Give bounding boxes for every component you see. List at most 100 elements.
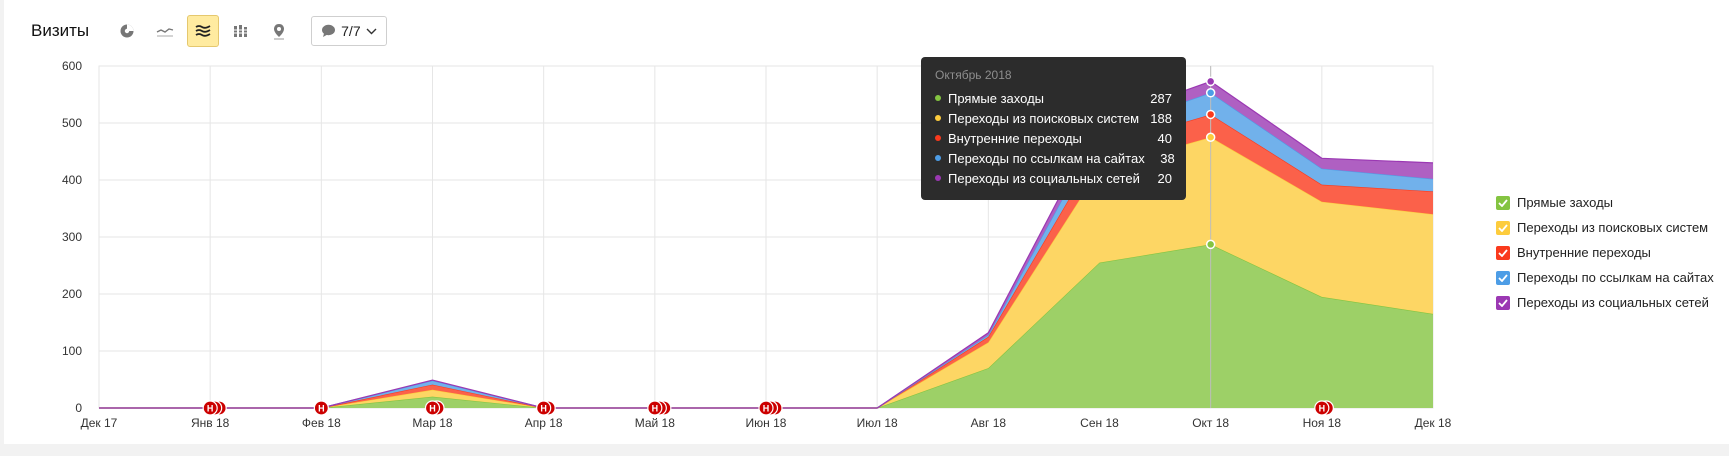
tooltip-row: Внутренние переходы 40 — [935, 128, 1172, 148]
map-button[interactable] — [263, 15, 295, 47]
x-tick-label: Фев 18 — [302, 416, 341, 430]
note-marker[interactable]: Н — [202, 400, 227, 416]
legend-label: Переходы из социальных сетей — [1517, 295, 1709, 310]
note-marker-label: Н — [429, 404, 436, 414]
legend-checkbox[interactable] — [1496, 295, 1510, 310]
legend-label: Прямые заходы — [1517, 195, 1614, 210]
note-marker[interactable]: Н — [647, 400, 672, 416]
checkmark-icon — [1498, 223, 1508, 232]
tooltip-title: Октябрь 2018 — [935, 68, 1012, 82]
note-marker-label: Н — [318, 404, 325, 414]
notes-count: 7/7 — [341, 23, 361, 39]
y-tick-label: 400 — [62, 173, 82, 187]
x-tick-label: Апр 18 — [525, 416, 563, 430]
hover-point-4 — [1205, 88, 1216, 98]
legend-item[interactable]: Внутренние переходы — [1496, 240, 1714, 265]
x-tick-label: Дек 17 — [81, 416, 118, 430]
checkmark-icon — [1498, 198, 1508, 207]
area-series-1[interactable] — [99, 244, 1433, 408]
stacked-area-button[interactable] — [187, 15, 220, 47]
notes-dropdown[interactable]: 7/7 — [311, 16, 387, 46]
tooltip-row: Переходы по ссылкам на сайтах 38 — [935, 148, 1175, 168]
x-tick-label: Сен 18 — [1080, 416, 1119, 430]
tooltip-label: Переходы из социальных сетей — [948, 170, 1140, 186]
chevron-down-icon — [366, 28, 377, 34]
tooltip-row: Прямые заходы 287 — [935, 88, 1172, 108]
note-marker-label: Н — [540, 404, 547, 414]
x-tick-label: Мар 18 — [412, 416, 452, 430]
note-marker[interactable]: Н — [424, 400, 445, 416]
line-chart-button[interactable] — [149, 15, 181, 47]
x-tick-label: Окт 18 — [1192, 416, 1229, 430]
legend-item[interactable]: Переходы из поисковых систем — [1496, 215, 1714, 240]
x-tick-label: Авг 18 — [971, 416, 1007, 430]
legend-checkbox[interactable] — [1496, 195, 1510, 210]
legend-label: Переходы из поисковых систем — [1517, 220, 1709, 235]
x-tick-label: Дек 18 — [1415, 416, 1452, 430]
x-tick-label: Ноя 18 — [1303, 416, 1342, 430]
tooltip-label: Прямые заходы — [948, 90, 1045, 106]
y-tick-label: 600 — [62, 59, 82, 73]
note-marker[interactable]: Н — [758, 400, 783, 416]
bottom-band — [0, 444, 1729, 456]
legend-item[interactable]: Переходы из социальных сетей — [1496, 290, 1714, 315]
legend-label: Переходы по ссылкам на сайтах — [1517, 270, 1714, 285]
note-marker-label: Н — [652, 404, 659, 414]
bar-chart-icon — [234, 25, 249, 37]
tooltip-row: Переходы из социальных сетей 20 — [935, 168, 1172, 188]
tooltip-dot — [935, 155, 941, 161]
tooltip-label: Переходы из поисковых систем — [948, 110, 1140, 126]
tooltip-label: Внутренние переходы — [948, 130, 1082, 146]
widget-title: Визиты — [31, 21, 90, 40]
widget-header: Визиты — [31, 15, 387, 47]
hover-point-5 — [1205, 76, 1216, 87]
note-marker[interactable]: Н — [536, 400, 556, 416]
tooltip: Октябрь 2018 Прямые заходы 287 Переходы из… — [921, 57, 1186, 200]
x-tick-label: Май 18 — [635, 416, 676, 430]
bar-chart-button[interactable] — [225, 15, 257, 47]
note-marker-label: Н — [1319, 404, 1326, 414]
hover-point-2 — [1205, 132, 1216, 142]
legend-checkbox[interactable] — [1496, 245, 1510, 260]
tooltip-dot — [935, 95, 941, 101]
tooltip-value: 38 — [1160, 150, 1175, 166]
legend-checkbox[interactable] — [1496, 220, 1510, 235]
map-icon — [274, 23, 285, 39]
hover-point-1 — [1205, 239, 1216, 250]
note-marker[interactable]: Н — [313, 400, 329, 416]
note-marker-label: Н — [763, 404, 770, 414]
y-tick-label: 200 — [62, 287, 82, 301]
note-marker[interactable]: Н — [1314, 400, 1334, 416]
y-tick-label: 500 — [62, 116, 82, 130]
area-series-2[interactable] — [99, 137, 1433, 409]
legend: Прямые заходы Переходы из поисковых систе… — [1496, 190, 1714, 315]
speech-bubble-icon — [322, 24, 336, 37]
legend-item[interactable]: Переходы по ссылкам на сайтах — [1496, 265, 1714, 290]
x-tick-label: Янв 18 — [191, 416, 230, 430]
y-tick-label: 0 — [75, 401, 82, 415]
left-edge — [0, 0, 4, 456]
y-tick-label: 100 — [62, 344, 82, 358]
hover-point-3 — [1205, 109, 1216, 120]
line-chart-icon — [156, 28, 174, 37]
x-tick-label: Июл 18 — [857, 416, 898, 430]
legend-item[interactable]: Прямые заходы — [1496, 190, 1714, 215]
stacked-area-icon — [195, 25, 211, 37]
note-marker-label: Н — [207, 404, 214, 414]
tooltip-value: 287 — [1150, 90, 1172, 106]
tooltip-dot — [935, 135, 941, 141]
tooltip-value: 40 — [1157, 130, 1172, 146]
pie-chart-button[interactable] — [111, 15, 143, 47]
tooltip-dot — [935, 175, 941, 181]
legend-label: Внутренние переходы — [1517, 245, 1651, 260]
tooltip-label: Переходы по ссылкам на сайтах — [948, 150, 1145, 166]
tooltip-value: 20 — [1157, 170, 1172, 186]
checkmark-icon — [1498, 248, 1508, 257]
tooltip-row: Переходы из поисковых систем 188 — [935, 108, 1172, 128]
tooltip-value: 188 — [1150, 110, 1172, 126]
legend-checkbox[interactable] — [1496, 270, 1510, 285]
checkmark-icon — [1498, 298, 1508, 307]
tooltip-dot — [935, 115, 941, 121]
